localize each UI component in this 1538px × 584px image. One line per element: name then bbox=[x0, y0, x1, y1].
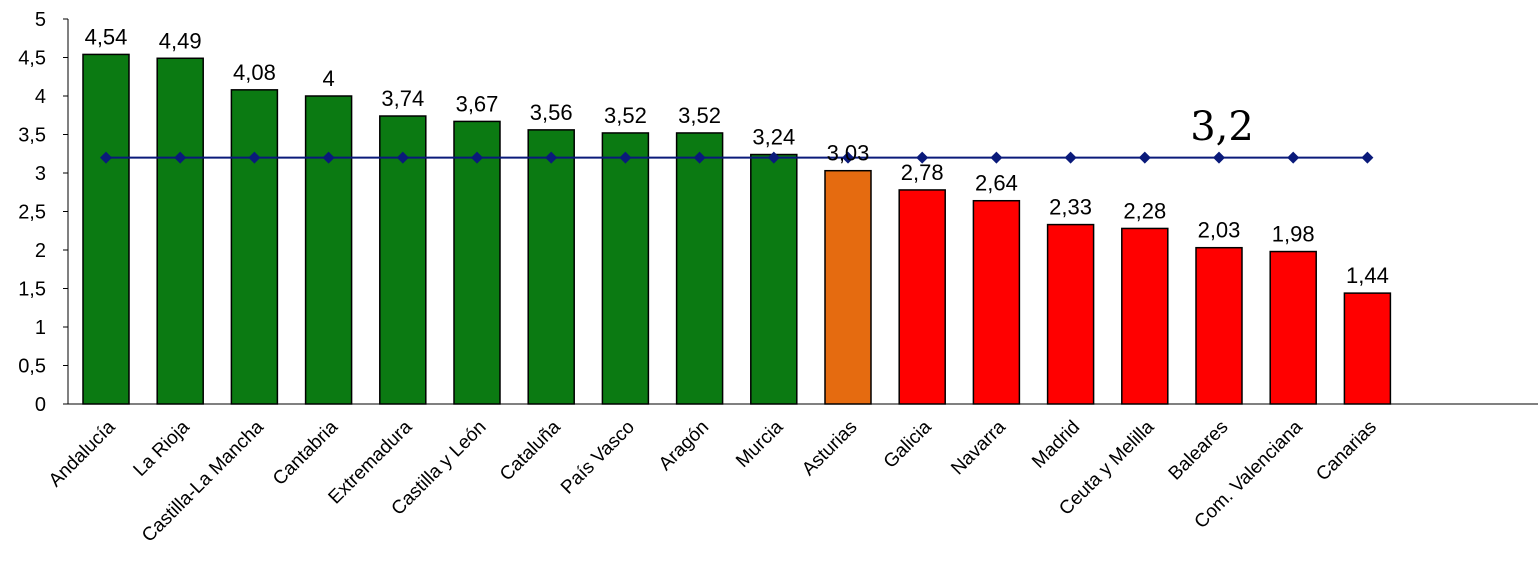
category-label: Aragón bbox=[655, 417, 713, 475]
y-tick-label: 2 bbox=[35, 240, 46, 262]
category-label: Galicia bbox=[880, 416, 936, 472]
bar bbox=[82, 53, 130, 405]
bar bbox=[601, 132, 650, 405]
average-marker bbox=[767, 151, 780, 164]
average-marker bbox=[1361, 151, 1374, 164]
y-tick-label: 1,5 bbox=[18, 279, 46, 301]
data-label: 3,03 bbox=[827, 141, 870, 166]
data-label: 3,67 bbox=[456, 91, 499, 116]
category-label: Castilla-La Mancha bbox=[138, 416, 268, 546]
category-label: Murcia bbox=[732, 416, 787, 471]
category-label: Asturias bbox=[798, 417, 861, 480]
average-marker bbox=[990, 151, 1003, 164]
bar bbox=[1121, 227, 1169, 405]
data-label: 3,52 bbox=[604, 103, 647, 128]
average-marker bbox=[396, 151, 409, 164]
category-label: La Rioja bbox=[130, 416, 194, 480]
average-marker bbox=[471, 151, 483, 164]
data-label: 4,49 bbox=[159, 28, 202, 53]
category-label: Cantabria bbox=[269, 416, 342, 489]
bar bbox=[230, 89, 279, 405]
average-marker bbox=[1287, 151, 1300, 164]
bar bbox=[1195, 246, 1243, 405]
bar bbox=[527, 129, 575, 405]
y-tick-label: 1 bbox=[35, 317, 46, 339]
y-tick-label: 0,5 bbox=[18, 356, 46, 378]
data-label: 4,08 bbox=[233, 60, 276, 85]
average-line: 3,2 bbox=[100, 104, 1374, 164]
y-tick-label: 3,5 bbox=[18, 125, 46, 147]
data-label: 4 bbox=[322, 66, 334, 91]
bar bbox=[972, 199, 1021, 405]
y-tick-label: 5 bbox=[35, 9, 46, 31]
data-label: 2,33 bbox=[1049, 195, 1092, 220]
average-marker bbox=[842, 151, 854, 164]
y-tick-label: 3 bbox=[35, 163, 46, 185]
data-labels: 4,54 4,49 4,08 4 3,74 3,67 3,56 3,52 3,52 3,24 3,0… bbox=[85, 24, 1389, 288]
average-marker bbox=[248, 151, 261, 164]
data-label: 2,28 bbox=[1123, 198, 1166, 223]
y-tick-label: 4 bbox=[35, 86, 46, 108]
bar bbox=[1046, 223, 1095, 405]
data-label: 3,24 bbox=[752, 125, 795, 150]
data-label: 3,56 bbox=[530, 100, 573, 125]
average-marker bbox=[693, 151, 706, 164]
average-marker bbox=[174, 151, 187, 164]
average-marker bbox=[1213, 151, 1225, 164]
data-label: 4,54 bbox=[85, 24, 128, 49]
average-marker bbox=[1064, 151, 1077, 164]
bar bbox=[453, 120, 501, 405]
bars bbox=[82, 53, 1392, 405]
data-label: 2,64 bbox=[975, 171, 1018, 196]
category-label: Cataluña bbox=[496, 416, 565, 485]
average-marker bbox=[1138, 151, 1151, 164]
average-value-label: 3,2 bbox=[1190, 104, 1254, 150]
average-marker bbox=[916, 151, 929, 164]
y-tick-label: 0 bbox=[35, 394, 46, 416]
average-marker bbox=[322, 151, 335, 164]
data-label: 1,98 bbox=[1272, 222, 1315, 247]
average-marker bbox=[545, 151, 558, 164]
data-label: 2,03 bbox=[1198, 218, 1241, 243]
bar bbox=[750, 153, 798, 405]
category-label: Baleares bbox=[1165, 417, 1233, 485]
bar bbox=[898, 189, 946, 405]
category-label: País Vasco bbox=[557, 417, 639, 499]
category-label: Navarra bbox=[947, 416, 1010, 479]
y-axis: 0 0,5 1 1,5 2 2,5 3 3,5 4 4,5 5 bbox=[18, 9, 69, 416]
bar bbox=[675, 132, 724, 405]
data-label: 1,44 bbox=[1346, 263, 1389, 288]
average-marker bbox=[100, 151, 112, 164]
bar bbox=[156, 57, 204, 405]
data-label: 2,78 bbox=[901, 160, 944, 185]
average-marker bbox=[619, 151, 632, 164]
category-label: Canarias bbox=[1312, 417, 1381, 486]
category-label: Madrid bbox=[1028, 417, 1084, 473]
data-label: 3,52 bbox=[678, 103, 721, 128]
y-tick-label: 2,5 bbox=[18, 202, 46, 224]
bar bbox=[304, 95, 353, 405]
data-label: 3,74 bbox=[381, 86, 424, 111]
category-label: Andalucía bbox=[45, 416, 120, 491]
y-tick-label: 4,5 bbox=[18, 48, 46, 70]
bar bbox=[1269, 250, 1317, 405]
bar bbox=[1343, 292, 1392, 405]
bar bbox=[824, 169, 872, 405]
